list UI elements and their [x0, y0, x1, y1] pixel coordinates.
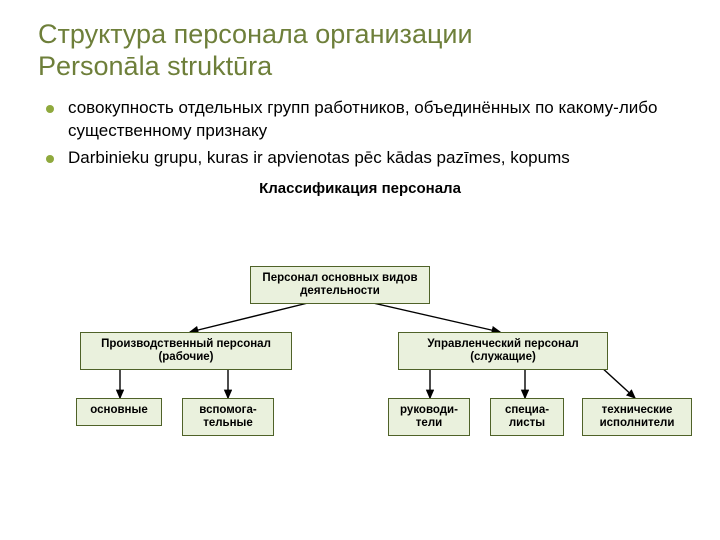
bullet-icon — [46, 155, 54, 163]
diagram-edge — [600, 366, 635, 398]
bullet-text: Darbinieku grupu, kuras ir apvienotas pē… — [68, 147, 570, 170]
diagram-node-right: Управленческий персонал (служащие) — [398, 332, 608, 370]
diagram-node-r3: технические исполнители — [582, 398, 692, 436]
bullet-icon — [46, 105, 54, 113]
bullet-list: совокупность отдельных групп работников,… — [38, 97, 682, 170]
diagram-title: Классификация персонала — [38, 180, 682, 197]
diagram-node-left: Производственный персонал (рабочие) — [80, 332, 292, 370]
diagram-node-r2: специа-листы — [490, 398, 564, 436]
diagram-node-l1: основные — [76, 398, 162, 426]
bullet-item: совокупность отдельных групп работников,… — [46, 97, 682, 143]
diagram-edge — [360, 300, 500, 332]
title-line-2: Personāla struktūra — [38, 51, 272, 81]
bullet-item: Darbinieku grupu, kuras ir apvienotas pē… — [46, 147, 682, 170]
bullet-text: совокупность отдельных групп работников,… — [68, 97, 682, 143]
title-line-1: Структура персонала организации — [38, 19, 473, 49]
org-diagram: Персонал основных видов деятельности Прои… — [0, 258, 720, 538]
diagram-edge — [190, 300, 320, 332]
slide-title: Структура персонала организации Personāl… — [38, 18, 682, 83]
diagram-node-r1: руководи-тели — [388, 398, 470, 436]
diagram-node-root: Персонал основных видов деятельности — [250, 266, 430, 304]
diagram-node-l2: вспомога-тельные — [182, 398, 274, 436]
